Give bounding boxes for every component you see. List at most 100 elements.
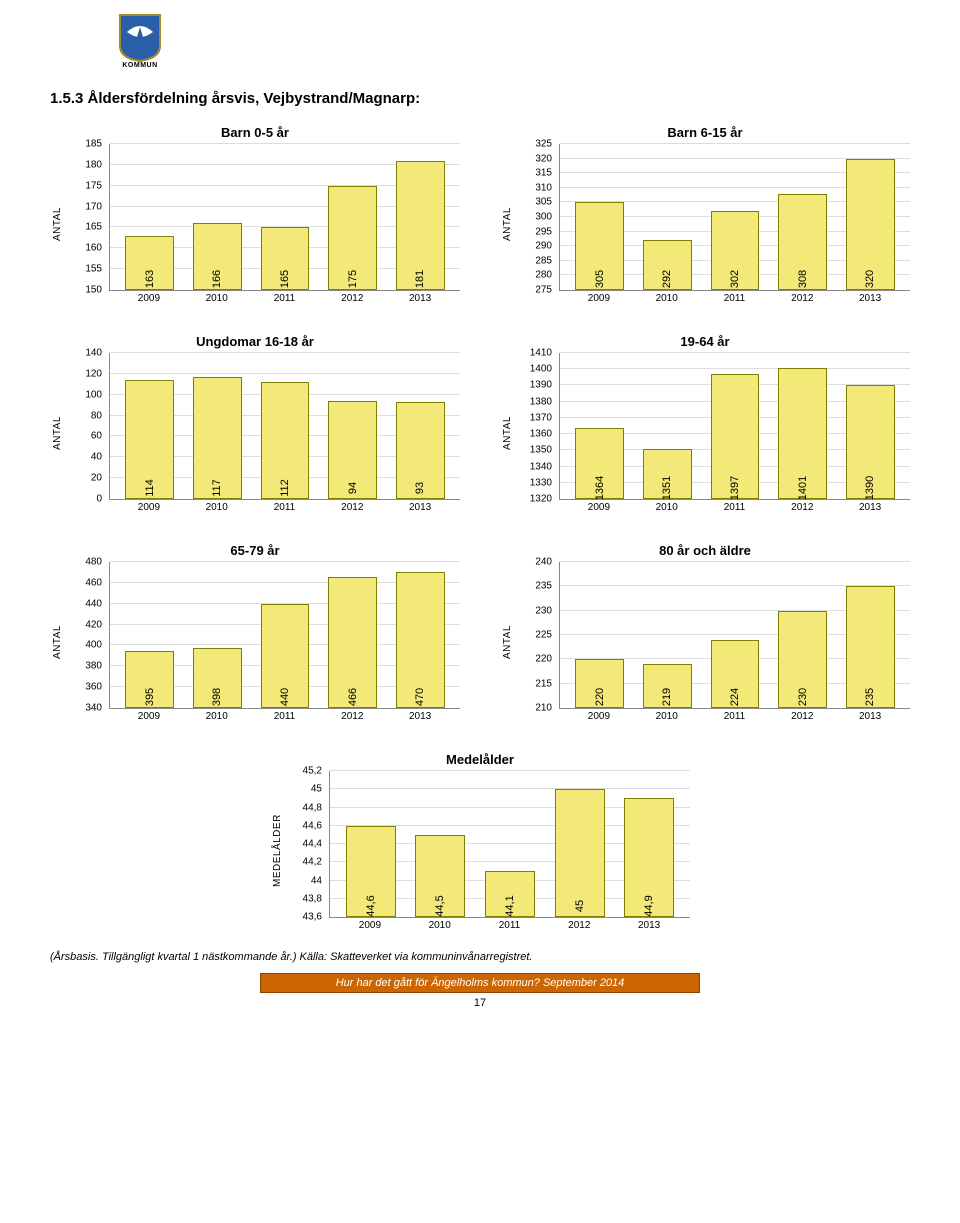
y-tick: 43,6 [303, 912, 322, 923]
y-tick: 1380 [530, 396, 552, 407]
bar: 1351 [643, 449, 692, 499]
bar-value-label: 466 [347, 688, 359, 706]
chart-title: Barn 6-15 år [500, 125, 910, 140]
logo-text: KOMMUN [110, 62, 170, 69]
y-tick: 220 [535, 654, 552, 665]
y-tick: 120 [85, 368, 102, 379]
bar-value-label: 220 [594, 688, 606, 706]
y-axis-label: Antal [50, 562, 65, 722]
municipality-logo: KOMMUN [110, 12, 170, 69]
y-tick: 1350 [530, 445, 552, 456]
x-tick: 2013 [836, 293, 904, 304]
x-tick: 2010 [633, 502, 701, 513]
bar-value-label: 395 [144, 688, 156, 706]
x-tick: 2011 [475, 920, 545, 931]
plot-area: 340360380400420440460480395398440466470 [109, 562, 460, 709]
bar-value-label: 114 [144, 479, 156, 497]
y-tick: 150 [85, 285, 102, 296]
chart-80-plus: 80 år och äldreAntal21021522022523023524… [500, 543, 910, 722]
bar: 292 [643, 240, 692, 290]
y-tick: 100 [85, 389, 102, 400]
y-tick: 140 [85, 348, 102, 359]
bar: 181 [396, 161, 445, 290]
bar: 302 [711, 211, 760, 290]
y-axis-label: Antal [500, 562, 515, 722]
y-tick: 310 [535, 182, 552, 193]
bar-value-label: 230 [797, 688, 809, 706]
y-axis-label: Antal [500, 144, 515, 304]
x-tick: 2011 [251, 293, 319, 304]
x-tick: 2011 [251, 711, 319, 722]
y-tick: 165 [85, 222, 102, 233]
y-tick: 1390 [530, 380, 552, 391]
bar-value-label: 440 [279, 688, 291, 706]
x-tick: 2013 [386, 502, 454, 513]
bar: 175 [328, 186, 377, 290]
y-tick: 460 [85, 577, 102, 588]
bar: 44,1 [485, 871, 535, 917]
y-tick: 170 [85, 201, 102, 212]
y-tick: 44,8 [303, 802, 322, 813]
bar: 45 [555, 789, 605, 917]
y-tick: 300 [535, 212, 552, 223]
y-tick: 420 [85, 619, 102, 630]
y-tick: 180 [85, 159, 102, 170]
y-tick: 280 [535, 270, 552, 281]
plot-area: 0204060801001201401141171129493 [109, 353, 460, 500]
bar: 1364 [575, 428, 624, 499]
y-tick: 235 [535, 581, 552, 592]
plot-area: 1320133013401350136013701380139014001410… [559, 353, 910, 500]
bar-value-label: 308 [797, 270, 809, 288]
y-tick: 1330 [530, 477, 552, 488]
bar-value-label: 44,1 [504, 895, 516, 916]
y-tick: 215 [535, 678, 552, 689]
bar: 219 [643, 664, 692, 708]
x-tick: 2009 [115, 502, 183, 513]
bar-value-label: 235 [864, 688, 876, 706]
y-tick: 340 [85, 703, 102, 714]
bar: 395 [125, 651, 174, 708]
x-tick: 2012 [768, 293, 836, 304]
x-tick: 2009 [335, 920, 405, 931]
bar-value-label: 219 [661, 688, 673, 706]
y-tick: 45 [311, 784, 322, 795]
y-tick: 44 [311, 875, 322, 886]
y-tick: 1340 [530, 461, 552, 472]
bar: 114 [125, 380, 174, 499]
x-tick: 2010 [633, 293, 701, 304]
bar-value-label: 175 [347, 270, 359, 288]
bar-value-label: 165 [279, 270, 291, 288]
bar: 466 [328, 577, 377, 708]
y-tick: 400 [85, 640, 102, 651]
x-tick: 2013 [836, 711, 904, 722]
x-tick: 2010 [183, 502, 251, 513]
bar: 163 [125, 236, 174, 290]
y-tick: 40 [91, 452, 102, 463]
page-number: 17 [50, 997, 910, 1009]
x-tick: 2009 [115, 293, 183, 304]
x-tick: 2010 [183, 293, 251, 304]
bar: 44,5 [415, 835, 465, 917]
bar: 93 [396, 402, 445, 499]
x-tick: 2009 [565, 711, 633, 722]
y-tick: 1370 [530, 412, 552, 423]
bar-value-label: 470 [414, 688, 426, 706]
bar: 165 [261, 227, 310, 290]
plot-area: 150155160165170175180185163166165175181 [109, 144, 460, 291]
x-tick: 2012 [768, 502, 836, 513]
source-footnote: (Årsbasis. Tillgängligt kvartal 1 nästko… [50, 951, 910, 963]
y-tick: 175 [85, 180, 102, 191]
chart-title: Ungdomar 16-18 år [50, 334, 460, 349]
bar: 235 [846, 586, 895, 708]
bar-value-label: 1364 [594, 476, 606, 500]
bar-value-label: 320 [864, 270, 876, 288]
y-tick: 240 [535, 557, 552, 568]
plot-area: 43,643,84444,244,444,644,84545,244,644,5… [329, 771, 690, 918]
bar: 305 [575, 202, 624, 290]
chart-title: Medelålder [270, 752, 690, 767]
bar-value-label: 45 [574, 900, 586, 912]
bar-value-label: 292 [661, 270, 673, 288]
bar-value-label: 166 [211, 270, 223, 288]
bar: 166 [193, 223, 242, 290]
y-tick: 1360 [530, 429, 552, 440]
